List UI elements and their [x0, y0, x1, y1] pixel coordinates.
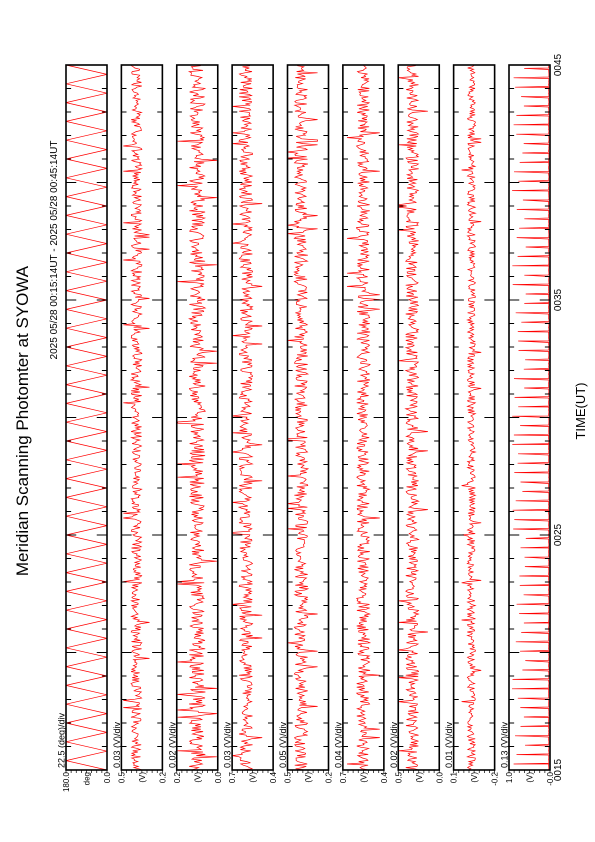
scale-label: 0.04 (V)/div: [333, 721, 343, 768]
panel-6: 0.7 0.4 (V) 0.04 (V)/div: [333, 64, 389, 783]
panels-group: 180.0 0.0 deg 22.5 (deg)/div 0.5 0.2 (V) 0.03 (…: [57, 64, 555, 792]
series-line-6: [346, 65, 380, 771]
x-tick-label: 0025: [553, 523, 564, 546]
y-tick-label-bottom: 0.0: [435, 771, 444, 783]
scale-label: 22.5 (deg)/div: [57, 712, 67, 768]
y-tick-label-bottom: 0.0: [103, 771, 112, 783]
y-tick-label-bottom: 0.0: [214, 771, 223, 783]
panel-5: 0.5 0.2 (V) 0.05 (V)/div: [278, 64, 334, 783]
y-tick-label-bottom: 0.4: [380, 771, 389, 783]
chart-title: Meridian Scanning Photomter at SYOWA: [13, 265, 32, 576]
panel-9: 1.0 -0.0 (V) 0.13 (V)/div: [500, 64, 555, 786]
y-tick-label-top: 0.5: [284, 771, 293, 783]
y-tick-label-bottom: 0.4: [269, 771, 278, 783]
panel-7: 0.5 0.0 (V) 0.02 (V)/div: [389, 64, 444, 783]
panel-2: 0.5 0.2 (V) 0.03 (V)/div: [112, 64, 167, 783]
y-tick-label-top: 0.7: [339, 771, 348, 783]
scale-label: 0.01 (V)/div: [444, 721, 454, 768]
y-unit-label: (V): [470, 772, 479, 783]
scale-label: 0.03 (V)/div: [112, 721, 122, 768]
scale-label: 0.13 (V)/div: [500, 721, 510, 768]
y-tick-label-top: 0.7: [228, 771, 237, 783]
scale-label: 0.02 (V)/div: [389, 721, 399, 768]
y-tick-label-bottom: -0.0: [546, 771, 555, 785]
y-tick-label-top: 0.5: [117, 771, 126, 783]
y-unit-label: deg: [83, 772, 92, 785]
scale-label: 0.05 (V)/div: [278, 721, 288, 768]
x-axis-title: TIME(UT): [573, 382, 588, 439]
y-unit-label: (V): [415, 772, 424, 783]
y-tick-label-top: 180.0: [62, 771, 71, 792]
scale-label: 0.02 (V)/div: [167, 721, 177, 768]
y-tick-label-top: 0.1: [450, 771, 459, 783]
y-unit-label: (V): [193, 772, 202, 783]
y-tick-label-top: 0.5: [394, 771, 403, 783]
y-unit-label: (V): [249, 772, 258, 783]
series-line-7: [398, 65, 428, 771]
x-tick-label: 0015: [553, 758, 564, 781]
y-tick-label-bottom: 0.2: [325, 771, 334, 783]
panel-8: 0.1 -0.2 (V) 0.01 (V)/div: [444, 64, 500, 786]
time-range-label: 2025 05/28 00:15:14UT - 2025 05/28 00:45…: [49, 141, 60, 360]
x-tick-label: 0045: [553, 53, 564, 76]
x-tick-labels: 0015 0025 0035 0045: [553, 53, 564, 781]
y-unit-label: (V): [359, 772, 368, 783]
series-line-8: [461, 65, 482, 771]
series-line-1: [65, 64, 108, 771]
y-unit-label: (V): [138, 772, 147, 783]
y-tick-label-bottom: -0.2: [491, 771, 500, 785]
series-line-3: [177, 65, 217, 771]
series-line-2: [123, 65, 150, 771]
y-tick-label-top: 1.0: [505, 771, 514, 783]
panel-3: 0.2 0.0 (V) 0.02 (V)/div: [167, 64, 223, 783]
y-tick-label-bottom: 0.2: [158, 771, 167, 783]
scale-label: 0.03 (V)/div: [223, 721, 233, 768]
series-line-4: [231, 65, 263, 771]
x-tick-label: 0035: [553, 288, 564, 311]
y-tick-label-top: 0.2: [173, 771, 182, 783]
panel-4: 0.7 0.4 (V) 0.03 (V)/div: [223, 64, 278, 783]
y-unit-label: (V): [304, 772, 313, 783]
y-unit-label: (V): [526, 772, 535, 783]
series-line-9: [511, 65, 550, 770]
panel-1: 180.0 0.0 deg 22.5 (deg)/div: [57, 64, 112, 792]
